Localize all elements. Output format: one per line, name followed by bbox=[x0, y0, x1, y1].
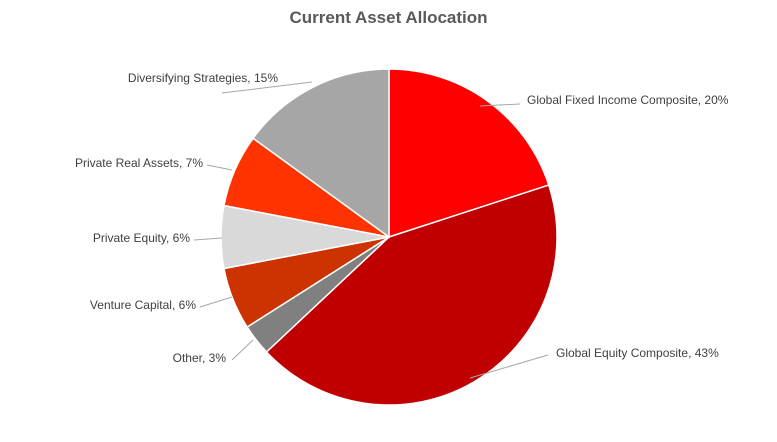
leader-lines bbox=[193, 81, 549, 379]
data-label: Other, 3% bbox=[173, 351, 227, 365]
leader-line bbox=[479, 103, 521, 107]
data-label: Global Equity Composite, 43% bbox=[556, 346, 719, 360]
data-label: Diversifying Strategies, 15% bbox=[128, 71, 278, 85]
leader-line bbox=[193, 237, 223, 241]
pie-slice-global-equity-composite bbox=[265, 184, 558, 406]
data-label: Private Equity, 6% bbox=[93, 231, 190, 245]
chart-title: Current Asset Allocation bbox=[289, 8, 488, 27]
data-labels: Global Fixed Income Composite, 20% Global… bbox=[75, 71, 729, 365]
leader-line bbox=[206, 164, 233, 171]
leader-line bbox=[469, 354, 549, 379]
data-label: Venture Capital, 6% bbox=[90, 298, 196, 312]
leader-line bbox=[199, 296, 233, 308]
data-label: Private Real Assets, 7% bbox=[75, 156, 203, 170]
data-label: Global Fixed Income Composite, 20% bbox=[527, 93, 729, 107]
pie-slices bbox=[220, 68, 558, 406]
leader-line bbox=[221, 81, 313, 94]
leader-line bbox=[231, 339, 254, 361]
pie-slice-global-fixed-income-composite bbox=[388, 68, 550, 239]
pie-slice-diversifying-strategies bbox=[252, 68, 390, 239]
